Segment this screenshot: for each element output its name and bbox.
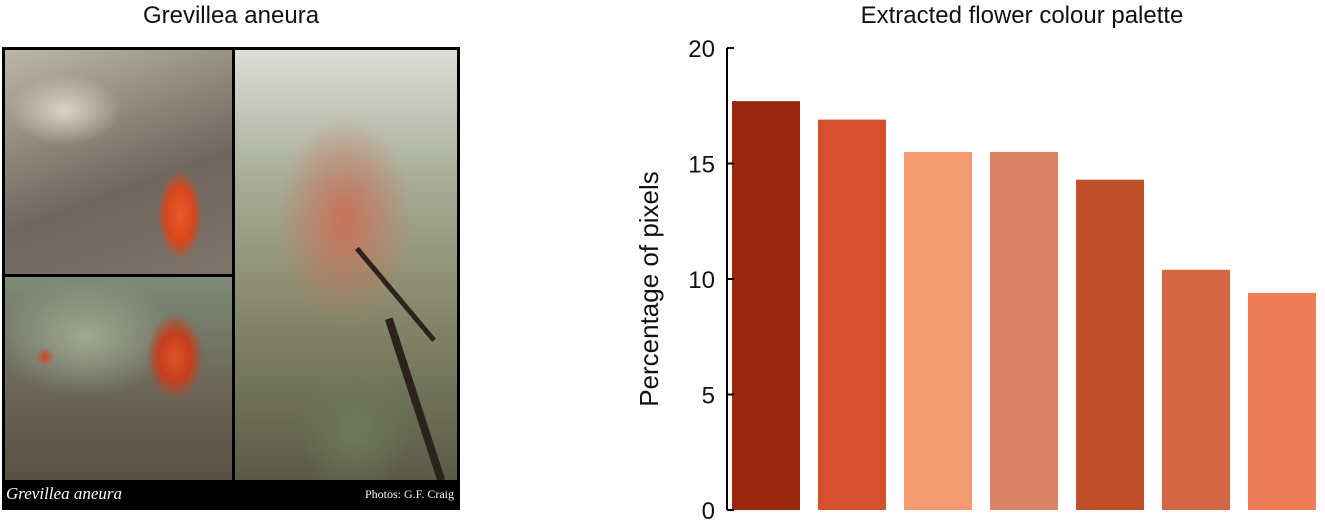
shrub-photo bbox=[235, 50, 457, 480]
y-tick-label: 10 bbox=[688, 267, 715, 294]
photo-caption: Grevillea aneura bbox=[6, 484, 122, 503]
y-tick-label: 0 bbox=[702, 498, 715, 521]
photo-title: Grevillea aneura bbox=[142, 2, 320, 29]
photo-credit: Photos: G.F. Craig bbox=[364, 487, 454, 501]
y-tick-label: 20 bbox=[688, 36, 715, 63]
y-axis: 0 5 10 15 20 bbox=[688, 36, 734, 521]
bar-1 bbox=[732, 101, 800, 510]
flower-branch-photo bbox=[5, 277, 232, 480]
bar-6 bbox=[1162, 269, 1230, 510]
photo-composite: Grevillea aneura Photos: G.F. Craig bbox=[2, 47, 460, 510]
bar-3 bbox=[904, 151, 972, 510]
bar-7 bbox=[1248, 292, 1316, 510]
y-axis-label: Percentage of pixels bbox=[634, 171, 664, 407]
bars-group bbox=[732, 101, 1316, 511]
bar-5 bbox=[1076, 179, 1144, 511]
flower-closeup-photo bbox=[5, 50, 232, 274]
chart-title: Extracted flower colour palette bbox=[860, 2, 1184, 29]
y-tick-label: 5 bbox=[702, 383, 715, 410]
bar-2 bbox=[818, 119, 886, 511]
y-tick-label: 15 bbox=[688, 152, 715, 179]
bar-chart: 0 5 10 15 20 Percentage of pixels bbox=[634, 36, 1316, 521]
bar-4 bbox=[990, 151, 1058, 510]
